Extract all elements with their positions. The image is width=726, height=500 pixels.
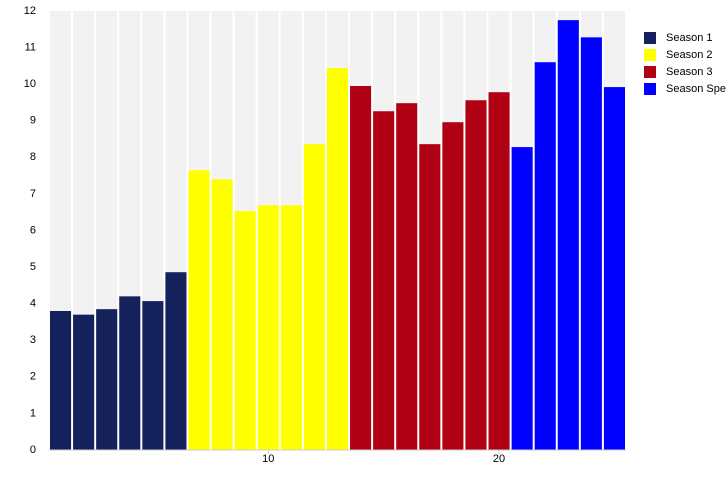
legend-label: Season Spec <box>666 83 726 95</box>
y-tick-label: 2 <box>30 371 36 383</box>
bar <box>396 103 418 450</box>
x-tick-label: 10 <box>262 453 274 465</box>
bar <box>465 100 487 450</box>
y-tick-label: 10 <box>24 78 36 90</box>
bar <box>373 111 395 450</box>
bar <box>50 310 72 450</box>
x-tick-label: 20 <box>493 453 505 465</box>
bar <box>603 87 625 451</box>
bar <box>119 296 141 450</box>
bar <box>257 205 279 450</box>
bar <box>73 314 95 450</box>
y-tick-label: 11 <box>25 41 36 53</box>
y-tick-label: 6 <box>30 224 36 236</box>
bar <box>142 301 164 450</box>
bar <box>188 170 210 450</box>
y-tick-label: 7 <box>30 188 36 200</box>
bar <box>442 122 464 451</box>
bar <box>534 62 556 450</box>
legend-label: Season 3 <box>666 66 712 78</box>
bar <box>419 144 441 450</box>
bar <box>557 20 579 450</box>
bar <box>234 211 256 450</box>
y-tick-label: 4 <box>30 298 36 310</box>
y-tick-label: 9 <box>30 115 36 127</box>
legend-swatch <box>644 66 656 78</box>
bar <box>280 205 302 450</box>
legend-label: Season 2 <box>666 49 712 61</box>
bar <box>211 179 233 451</box>
y-tick-label: 0 <box>30 444 36 456</box>
y-tick-label: 3 <box>30 334 36 346</box>
y-tick-label: 5 <box>30 261 36 273</box>
y-tick-label: 12 <box>24 5 36 17</box>
legend-swatch <box>644 32 656 44</box>
legend-swatch <box>644 83 656 95</box>
y-tick-label: 8 <box>30 151 36 163</box>
bar <box>303 144 325 450</box>
bar <box>96 309 118 450</box>
bar <box>326 68 349 450</box>
bar <box>511 147 533 450</box>
bar <box>488 92 510 450</box>
y-tick-label: 1 <box>30 407 36 419</box>
bar <box>165 272 187 450</box>
legend-label: Season 1 <box>666 32 712 44</box>
bar <box>350 85 372 450</box>
legend-swatch <box>644 49 656 61</box>
bar <box>580 37 602 451</box>
